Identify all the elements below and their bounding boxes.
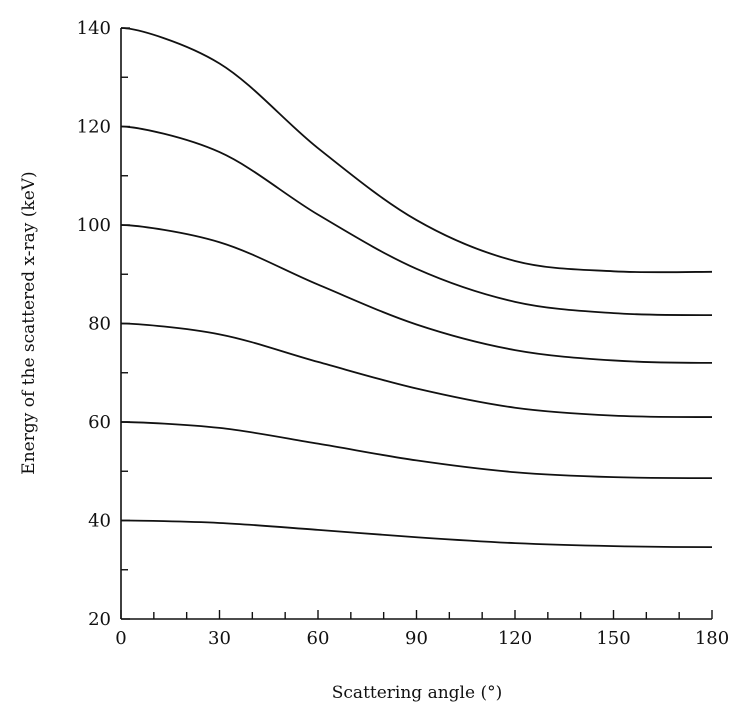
y-tick-label: 80	[88, 314, 111, 335]
y-tick-label: 100	[77, 215, 111, 236]
x-tick-label: 120	[498, 628, 532, 649]
y-tick-label: 140	[77, 18, 111, 39]
x-tick-label: 90	[405, 628, 428, 649]
y-tick-label: 120	[77, 117, 111, 138]
series-line-5	[120, 421, 713, 480]
x-tick-label: 150	[596, 628, 630, 649]
series-group	[120, 27, 713, 548]
x-tick-label: 30	[208, 628, 231, 649]
y-tick-label: 40	[88, 511, 111, 532]
series-line-1	[120, 27, 713, 274]
series-line-3	[120, 224, 713, 364]
y-axis-label: Energy of the scattered x-ray (keV)	[19, 171, 39, 474]
series-line-4	[120, 322, 713, 418]
y-tick-label: 20	[88, 609, 111, 630]
x-axis: 0 30 60 90 120 150 180	[115, 610, 729, 649]
y-tick-label: 60	[88, 412, 111, 433]
series-line-2	[120, 125, 713, 317]
x-axis-label: Scattering angle (°)	[332, 683, 502, 703]
y-axis: 20 40 60 80 100 120 140	[77, 18, 130, 630]
x-tick-label: 0	[115, 628, 126, 649]
series-line-6	[120, 519, 713, 548]
x-tick-label: 180	[695, 628, 729, 649]
x-tick-label: 60	[307, 628, 330, 649]
